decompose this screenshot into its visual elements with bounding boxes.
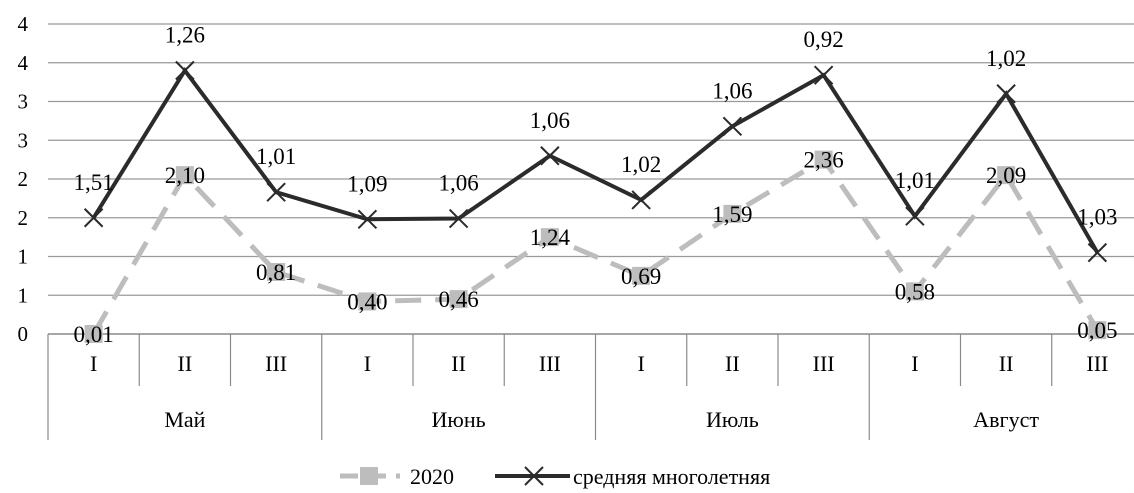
x-category-label: II xyxy=(725,351,740,376)
series-average-marker xyxy=(175,60,195,81)
series-average-marker xyxy=(357,209,378,230)
series-2020-marker xyxy=(905,282,924,301)
series-2020-marker xyxy=(540,228,559,247)
marker-stroke xyxy=(905,206,925,226)
series-2020-marker xyxy=(84,325,103,343)
x-category-label: I xyxy=(364,351,371,376)
y-tick-label: 4 xyxy=(18,12,29,36)
data-label-2020: 0,81 xyxy=(256,260,296,285)
series-average-line xyxy=(91,66,1100,254)
marker-stroke xyxy=(996,84,1016,104)
y-tick-label: 2 xyxy=(18,167,29,191)
marker-stroke xyxy=(357,209,378,230)
data-label-average: 1,01 xyxy=(256,144,296,169)
gridlines xyxy=(48,23,1134,296)
marker-stroke xyxy=(448,208,469,229)
data-label-2020: 1,24 xyxy=(530,225,571,250)
x-category-label: III xyxy=(539,351,561,376)
legend-average-label: средняя многолетняя xyxy=(573,464,770,489)
series-2020-marker xyxy=(1088,321,1107,340)
y-tick-label: 3 xyxy=(18,90,29,114)
series-average-marker xyxy=(266,182,286,202)
x-category-label: III xyxy=(265,351,287,376)
marker-stroke xyxy=(540,146,560,166)
series-average-marker xyxy=(996,84,1016,104)
x-group-label: Август xyxy=(973,407,1039,432)
marker-stroke xyxy=(175,60,195,81)
x-category-label: I xyxy=(90,351,97,376)
y-tick-label: 2 xyxy=(18,206,29,230)
data-label-2020: 2,09 xyxy=(986,163,1026,188)
data-label-average: 1,51 xyxy=(74,170,114,195)
data-label-average: 1,09 xyxy=(347,171,387,196)
series-average-marker xyxy=(813,65,834,85)
series-average-marker xyxy=(631,190,651,210)
series-2020-marker xyxy=(267,263,286,281)
y-tick-label: 0 xyxy=(18,322,29,346)
y-tick-label: 1 xyxy=(18,245,29,269)
x-category-label: II xyxy=(178,351,193,376)
series-2020-marker xyxy=(997,166,1016,185)
series-2020-marker xyxy=(358,292,377,311)
data-label-2020: 0,40 xyxy=(347,289,387,314)
series-average-marker xyxy=(722,116,743,137)
data-label-average: 1,06 xyxy=(439,171,479,196)
series-average-marker xyxy=(905,206,925,226)
legend-2020-label: 2020 xyxy=(410,464,454,489)
marker-stroke xyxy=(83,208,104,228)
series-average-marker xyxy=(448,208,469,229)
series-2020-line xyxy=(91,157,1100,336)
marker-stroke xyxy=(631,190,651,210)
series-2020-marker xyxy=(632,266,651,285)
data-label-2020: 0,01 xyxy=(74,322,114,347)
data-label-average: 0,92 xyxy=(804,27,844,52)
marker-stroke xyxy=(266,182,286,202)
series-2020-marker xyxy=(175,166,194,185)
series-average-marker xyxy=(1087,242,1108,263)
series-2020-marker xyxy=(723,204,742,223)
x-category-label: I xyxy=(911,351,918,376)
legend-average-marker xyxy=(524,466,544,486)
data-label-average: 1,06 xyxy=(530,108,570,133)
series-average-marker xyxy=(83,208,104,228)
series-2020-marker xyxy=(449,290,468,309)
data-label-average: 1,01 xyxy=(895,168,935,193)
x-category-label: II xyxy=(451,351,466,376)
data-label-average: 1,02 xyxy=(621,152,661,177)
marker-stroke xyxy=(1087,242,1108,263)
x-group-label: Июль xyxy=(706,407,759,432)
x-category-label: II xyxy=(999,351,1014,376)
y-axis-tick-labels: 0 1 1 2 2 3 3 4 4 xyxy=(18,12,29,346)
x-category-label: III xyxy=(813,351,835,376)
data-label-average: 1,03 xyxy=(1077,205,1117,230)
marker-stroke xyxy=(722,116,743,137)
data-label-2020: 0,46 xyxy=(439,287,479,312)
series-average-marker xyxy=(540,146,560,166)
data-label-2020: 0,69 xyxy=(621,264,661,289)
data-labels: 0,01 2,10 0,81 0,40 0,46 1,24 0,69 1,59 2,36 0,58… xyxy=(74,23,1118,348)
y-tick-label: 4 xyxy=(18,51,29,75)
x-group-label: Май xyxy=(164,407,205,432)
x-group-label: Июнь xyxy=(432,407,486,432)
marker-stroke xyxy=(813,65,834,85)
series-2020-marker xyxy=(814,150,833,169)
data-label-2020: 1,59 xyxy=(712,202,752,227)
x-category-label: I xyxy=(637,351,644,376)
data-label-average: 1,02 xyxy=(986,46,1026,71)
y-tick-label: 1 xyxy=(18,283,29,307)
legend-2020-marker xyxy=(360,467,378,485)
legend: 2020 средняя многолетняя xyxy=(340,464,770,489)
data-label-average: 1,06 xyxy=(712,78,752,103)
data-label-average: 1,26 xyxy=(165,23,205,48)
data-label-2020: 0,05 xyxy=(1077,318,1117,343)
x-category-label: III xyxy=(1086,351,1108,376)
data-label-2020: 2,36 xyxy=(804,148,844,173)
series-layer xyxy=(83,60,1108,343)
y-tick-label: 3 xyxy=(18,128,29,152)
data-label-2020: 2,10 xyxy=(165,163,205,188)
data-label-2020: 0,58 xyxy=(895,279,935,304)
